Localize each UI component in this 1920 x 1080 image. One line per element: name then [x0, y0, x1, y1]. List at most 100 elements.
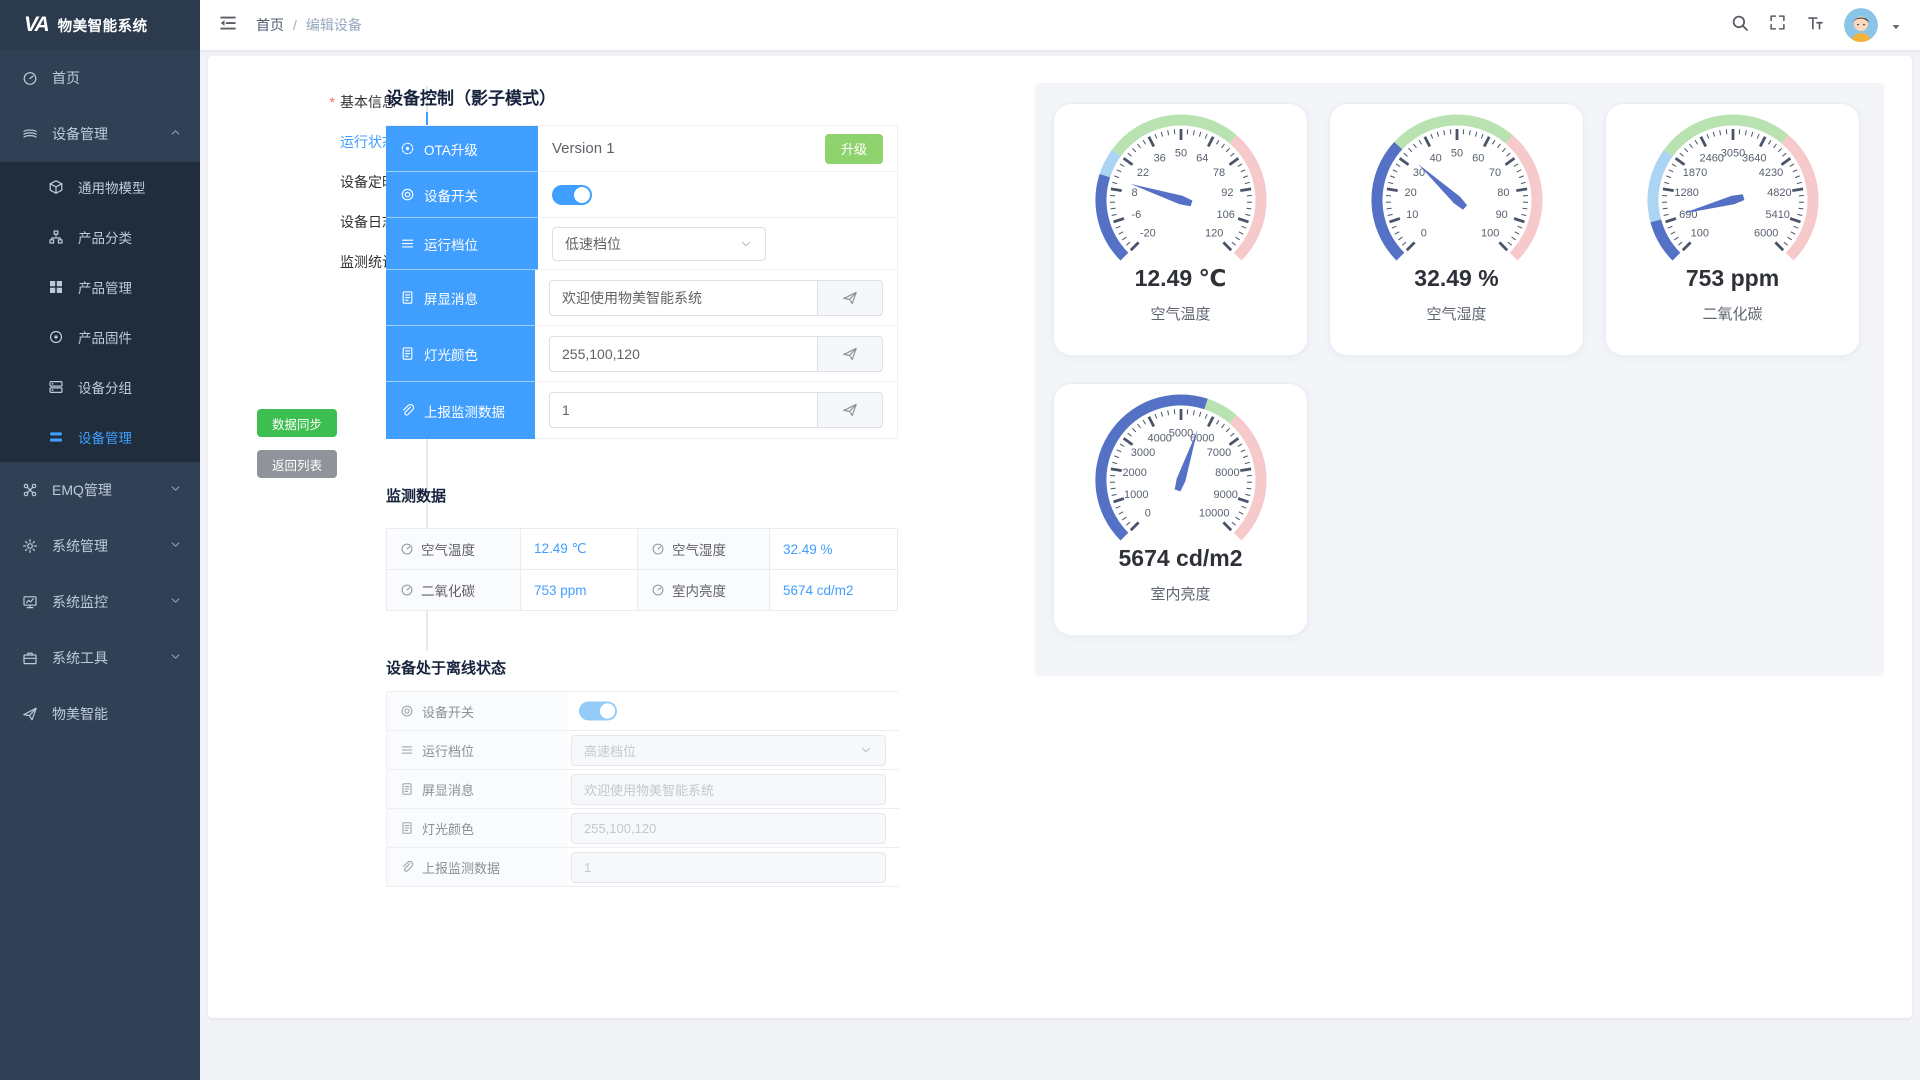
- tab-device-log[interactable]: 设备日志: [208, 202, 418, 242]
- gauge-value: 753 ppm: [1685, 265, 1780, 291]
- upgrade-button[interactable]: 升级: [825, 133, 883, 164]
- chevron-down-icon: [859, 743, 873, 757]
- offline-label: 灯光颜色: [387, 809, 568, 848]
- screen-message-send-button[interactable]: [817, 279, 883, 316]
- gauge-card-0: -20 -6 8 22 36 50 64 78 92 106 120 12.49 ℃ 空气温度: [1053, 103, 1308, 356]
- caret-down-icon[interactable]: [1890, 12, 1902, 38]
- meter-icon: [651, 583, 665, 597]
- svg-text:4230: 4230: [1758, 167, 1782, 179]
- gauge-chart: -20 -6 8 22 36 50 64 78 92 106 120: [1095, 114, 1266, 261]
- screen-message-input[interactable]: 欢迎使用物美智能系统: [549, 279, 817, 316]
- monitor-label: 空气温度: [387, 529, 521, 570]
- font-size-icon[interactable]: [1806, 14, 1824, 37]
- breadcrumb-item[interactable]: 首页: [256, 17, 284, 33]
- tab-running-status[interactable]: 运行状态: [208, 122, 418, 162]
- sidebar-item-label: 产品管理: [78, 281, 132, 296]
- svg-text:1000: 1000: [1124, 489, 1148, 501]
- svg-text:10: 10: [1406, 209, 1418, 221]
- chevron-down-icon: [169, 650, 182, 663]
- screen-message-input-disabled[interactable]: 欢迎使用物美智能系统: [571, 773, 886, 805]
- gauge-card-1: 0 10 20 30 40 50 60 70 80 90 100 32.49 % 空气湿度: [1329, 103, 1584, 356]
- gauge-chart: 010 20 30 40 50 60 70 80 90 100: [1370, 114, 1542, 261]
- sidebar-item-system-management[interactable]: 系统管理: [0, 518, 200, 574]
- run-gear-select-disabled[interactable]: 高速档位: [571, 734, 886, 766]
- svg-text:80: 80: [1497, 187, 1509, 199]
- data-sync-button[interactable]: 数据同步: [257, 409, 337, 437]
- monitor-value: 5674 cd/m2: [770, 570, 898, 611]
- svg-text:50: 50: [1174, 148, 1186, 160]
- report-monitor-data-input-disabled[interactable]: 1: [571, 851, 886, 883]
- sidebar-item-label: 产品固件: [78, 331, 132, 346]
- sidebar-item-emq-management[interactable]: EMQ管理: [0, 462, 200, 518]
- sidebar-item-product-category[interactable]: 产品分类: [0, 212, 200, 262]
- tab-label: 基本信息: [340, 94, 396, 110]
- logo-row[interactable]: VA 物美智能系统: [0, 0, 200, 50]
- svg-text:64: 64: [1196, 153, 1208, 165]
- sidebar-item-device-group[interactable]: 设备分组: [0, 362, 200, 412]
- sidebar-item-product-firmware[interactable]: 产品固件: [0, 312, 200, 362]
- light-color-send-button[interactable]: [817, 335, 883, 372]
- device-switch-toggle-disabled[interactable]: [579, 701, 617, 721]
- control-label: 设备开关: [386, 172, 538, 218]
- control-value: 255,100,120: [535, 326, 897, 382]
- light-color-input[interactable]: 255,100,120: [549, 335, 817, 372]
- meter-icon: [400, 542, 414, 556]
- control-row-report-monitor-data: 上报监测数据 1: [386, 382, 897, 439]
- sidebar-item-wumei-smart[interactable]: 物美智能: [0, 686, 200, 742]
- tab-label: 监测统计: [340, 254, 396, 270]
- cube-icon: [48, 179, 64, 195]
- report-monitor-data-input[interactable]: 1: [549, 392, 817, 428]
- chevron-down-icon: [739, 237, 753, 251]
- chevron-down-icon: [169, 594, 182, 607]
- svg-text:60: 60: [1472, 153, 1484, 165]
- gauge-title: 室内亮度: [1150, 586, 1211, 603]
- offline-value: 1: [568, 848, 899, 887]
- side-tabs: * 基本信息 运行状态 设备定时 设备日志监测统计: [208, 82, 418, 282]
- sidebar-item-label: 系统管理: [52, 538, 108, 554]
- sidebar-item-common-thing-model[interactable]: 通用物模型: [0, 162, 200, 212]
- svg-text:22: 22: [1136, 167, 1148, 179]
- svg-text:106: 106: [1216, 209, 1234, 221]
- chevron-down-icon: [169, 538, 182, 551]
- meter-icon: [400, 583, 414, 597]
- side-actions: 数据同步 返回列表: [257, 409, 337, 478]
- switch-icon: [400, 704, 414, 718]
- sidebar-item-device-management[interactable]: 设备管理: [0, 106, 200, 162]
- plane-icon: [22, 706, 38, 722]
- svg-text:2000: 2000: [1122, 467, 1146, 479]
- control-row-device-switch: 设备开关: [386, 172, 897, 218]
- ota-icon: [400, 141, 415, 156]
- sidebar-item-system-tools[interactable]: 系统工具: [0, 630, 200, 686]
- tab-device-timing[interactable]: 设备定时: [208, 162, 418, 202]
- run-gear-select[interactable]: 低速档位: [552, 226, 766, 261]
- gauge-value: 12.49 ℃: [1134, 265, 1227, 291]
- tab-basic-info[interactable]: * 基本信息: [208, 82, 418, 122]
- offline-status-title: 设备处于离线状态: [386, 660, 507, 677]
- sidebar-item-product-management[interactable]: 产品管理: [0, 262, 200, 312]
- group-icon: [48, 379, 64, 395]
- send-icon: [842, 402, 858, 418]
- ota-version-text: Version 1: [552, 140, 615, 157]
- avatar[interactable]: [1844, 8, 1878, 42]
- svg-text:36: 36: [1153, 153, 1165, 165]
- device-switch-toggle[interactable]: [552, 184, 592, 205]
- svg-text:8000: 8000: [1215, 467, 1239, 479]
- paperclip-icon: [400, 403, 415, 418]
- app-logo: VA: [24, 13, 50, 36]
- sidebar-item-system-monitor[interactable]: 系统监控: [0, 574, 200, 630]
- sidebar-item-device-management-sub[interactable]: 设备管理: [0, 412, 200, 462]
- fullscreen-icon[interactable]: [1769, 14, 1786, 36]
- hamburger-icon[interactable]: [218, 13, 238, 38]
- search-icon[interactable]: [1731, 14, 1749, 37]
- gauge-title: 空气湿度: [1426, 306, 1487, 323]
- sidebar-item-home[interactable]: 首页: [0, 50, 200, 106]
- tab-monitor-stats[interactable]: 监测统计: [208, 242, 418, 282]
- back-to-list-button[interactable]: 返回列表: [257, 450, 337, 478]
- light-color-input-disabled[interactable]: 255,100,120: [571, 812, 886, 844]
- report-monitor-data-send-button[interactable]: [817, 392, 883, 428]
- offline-form: 设备开关 运行档位 高速档位 屏显消息 欢迎使用物美智能系统 灯光颜色 255,100,12…: [386, 691, 899, 887]
- svg-text:10000: 10000: [1198, 508, 1229, 520]
- offline-value: 255,100,120: [568, 809, 899, 848]
- dashboard-icon: [22, 70, 38, 86]
